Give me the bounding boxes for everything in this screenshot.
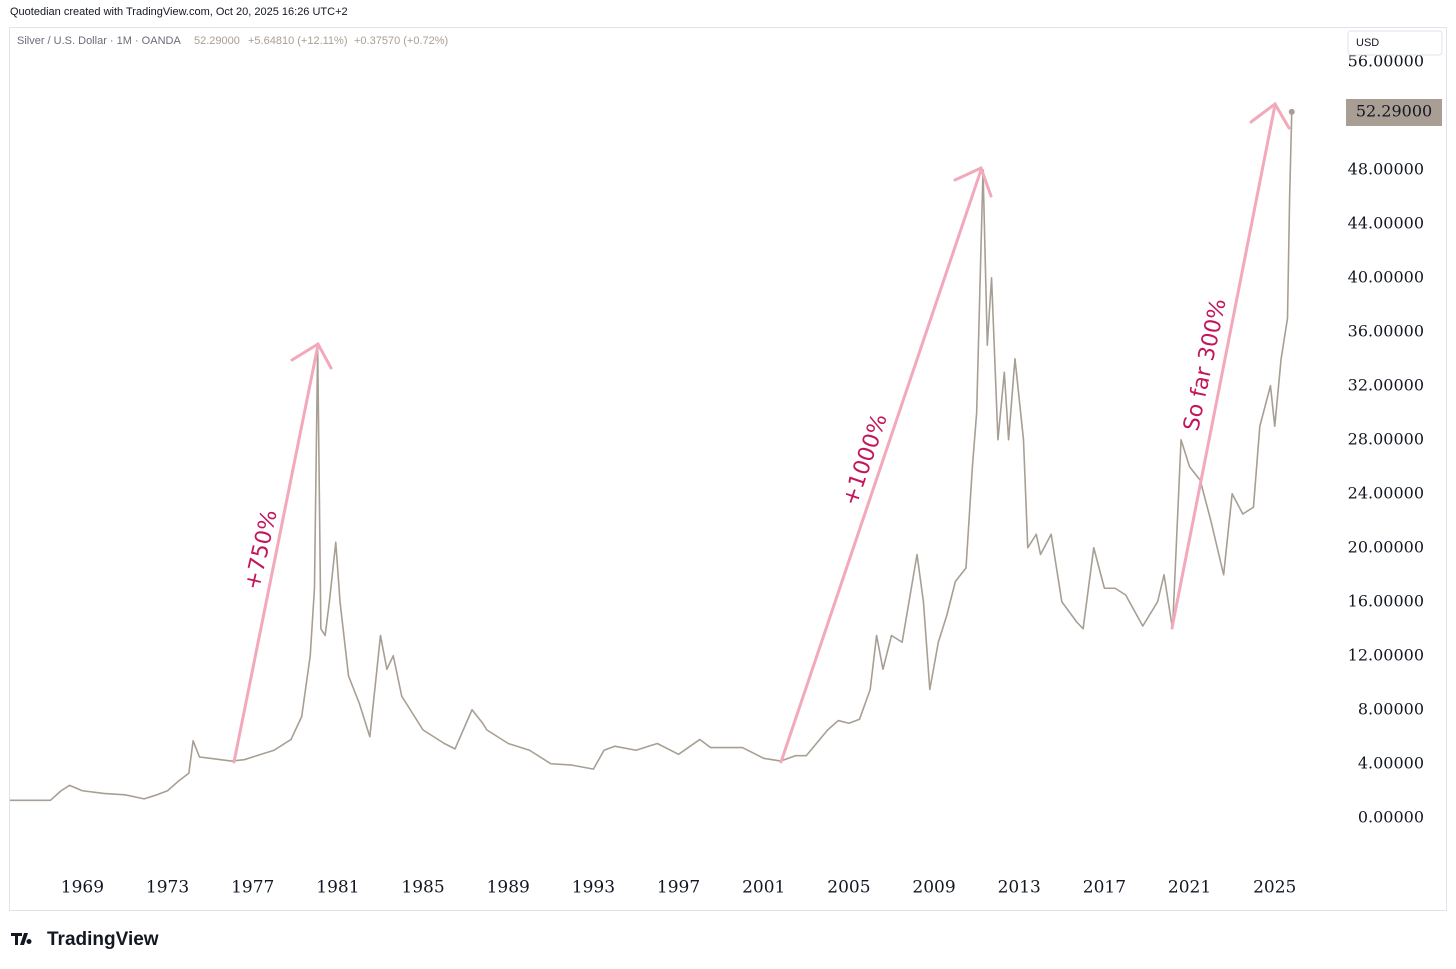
x-tick-label: 1969 — [61, 878, 104, 898]
axes: 0.00000 4.00000 8.00000 12.00000 16.00000 20.… — [61, 51, 1424, 897]
legend-symbol: Silver / U.S. Dollar · 1M · OANDA — [17, 35, 181, 47]
x-tick-label: 1993 — [572, 878, 615, 898]
y-tick-label: 4.00000 — [1358, 753, 1424, 772]
x-tick-label: 2017 — [1083, 878, 1126, 898]
plot-area — [10, 108, 1295, 802]
price-label-box — [1346, 99, 1442, 126]
y-tick-label: 48.00000 — [1348, 159, 1424, 178]
currency-box[interactable] — [1347, 30, 1443, 56]
currency[interactable]: USD — [1356, 37, 1379, 49]
y-tick-label: 56.00000 — [1348, 51, 1424, 70]
x-tick-label: 1977 — [231, 878, 274, 898]
x-tick-label: 1981 — [316, 878, 359, 898]
price-label: 52.29000 — [1356, 102, 1432, 121]
legend: Silver / U.S. Dollar · 1M · OANDA 52.290… — [17, 35, 448, 47]
y-tick-label: 40.00000 — [1348, 267, 1424, 286]
chart-frame — [9, 27, 1447, 911]
brand-logo — [11, 933, 32, 945]
x-tick-label: 1973 — [146, 878, 189, 898]
header: Quotedian created with TradingView.com, … — [10, 6, 348, 18]
legend-close: 52.29000 — [194, 35, 240, 47]
x-tick-label: 2013 — [998, 878, 1041, 898]
y-tick-label: 36.00000 — [1348, 321, 1424, 340]
legend-change-last: +0.37570 (+0.72%) — [354, 35, 448, 47]
x-tick-label: 2025 — [1253, 878, 1296, 898]
y-tick-label: 32.00000 — [1348, 375, 1424, 394]
y-tick-label: 44.00000 — [1348, 213, 1424, 232]
arrow — [1170, 103, 1277, 630]
x-tick-label: 1985 — [401, 878, 444, 898]
arrow-head — [1249, 101, 1291, 130]
price-line — [10, 111, 1293, 802]
x-tick-label: 2009 — [912, 878, 955, 898]
x-tick-label: 1989 — [487, 878, 530, 898]
arrow-head — [953, 165, 993, 198]
legend-change: +5.64810 (+12.11%) — [248, 35, 347, 47]
y-tick-label: 8.00000 — [1358, 699, 1424, 718]
y-tick-label: 0.00000 — [1358, 807, 1424, 826]
y-tick-label: 12.00000 — [1348, 645, 1424, 664]
brand: TradingView — [47, 929, 159, 950]
y-tick-label: 20.00000 — [1348, 537, 1424, 556]
y-tick-label: 16.00000 — [1348, 591, 1424, 610]
arrow — [779, 168, 983, 764]
y-tick-label: 28.00000 — [1348, 429, 1424, 448]
last-point — [1288, 108, 1295, 115]
annotation-arrows — [232, 101, 1291, 764]
y-tick-label: 24.00000 — [1348, 483, 1424, 502]
arrow-head — [290, 341, 333, 370]
x-tick-label: 2021 — [1168, 878, 1211, 898]
x-tick-label: 2005 — [827, 878, 870, 898]
x-tick-label: 2001 — [742, 878, 785, 898]
x-tick-label: 1997 — [657, 878, 700, 898]
arrow — [232, 343, 320, 764]
